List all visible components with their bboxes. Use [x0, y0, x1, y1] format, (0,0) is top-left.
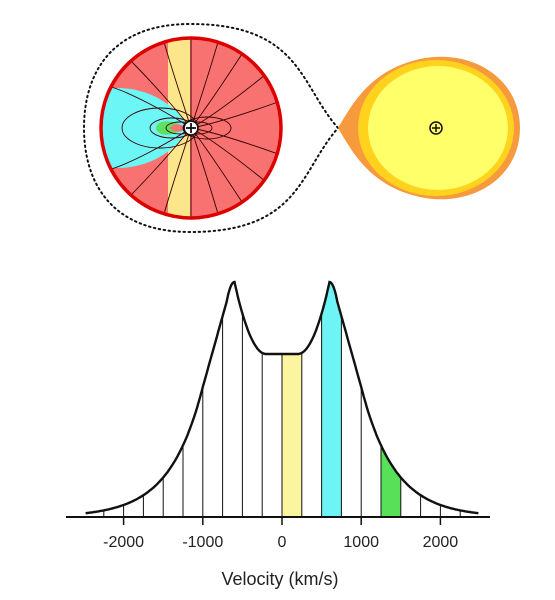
donor-star-center-icon [429, 121, 443, 135]
line-profile-chart: -2000 -1000 0 1000 2000 Velocity (km/s) [66, 280, 490, 589]
x-tick-label: -2000 [103, 534, 144, 551]
x-tick-label: -1000 [182, 534, 223, 551]
velocity-slices [282, 282, 401, 517]
x-axis-title: Velocity (km/s) [221, 569, 338, 589]
white-dwarf-icon [183, 120, 199, 136]
roche-lobe [82, 22, 340, 234]
emission-line-profile [85, 280, 479, 515]
disc-red-lobe [170, 124, 186, 132]
slice-dividers [103, 313, 461, 517]
disc-green-region [156, 121, 182, 135]
x-axis-ticks: -2000 -1000 0 1000 2000 [103, 517, 458, 551]
donor-star [338, 56, 520, 200]
x-tick-label: 1000 [343, 534, 379, 551]
disc-rim [99, 36, 283, 220]
x-tick-label: 0 [278, 534, 287, 551]
velocity-field-lines [107, 38, 279, 218]
binary-diagram [82, 22, 520, 234]
highlighted-slice-1 [282, 352, 302, 517]
x-tick-label: 2000 [423, 534, 459, 551]
highlighted-slice-3 [381, 445, 401, 517]
highlighted-slice-2 [321, 282, 342, 517]
